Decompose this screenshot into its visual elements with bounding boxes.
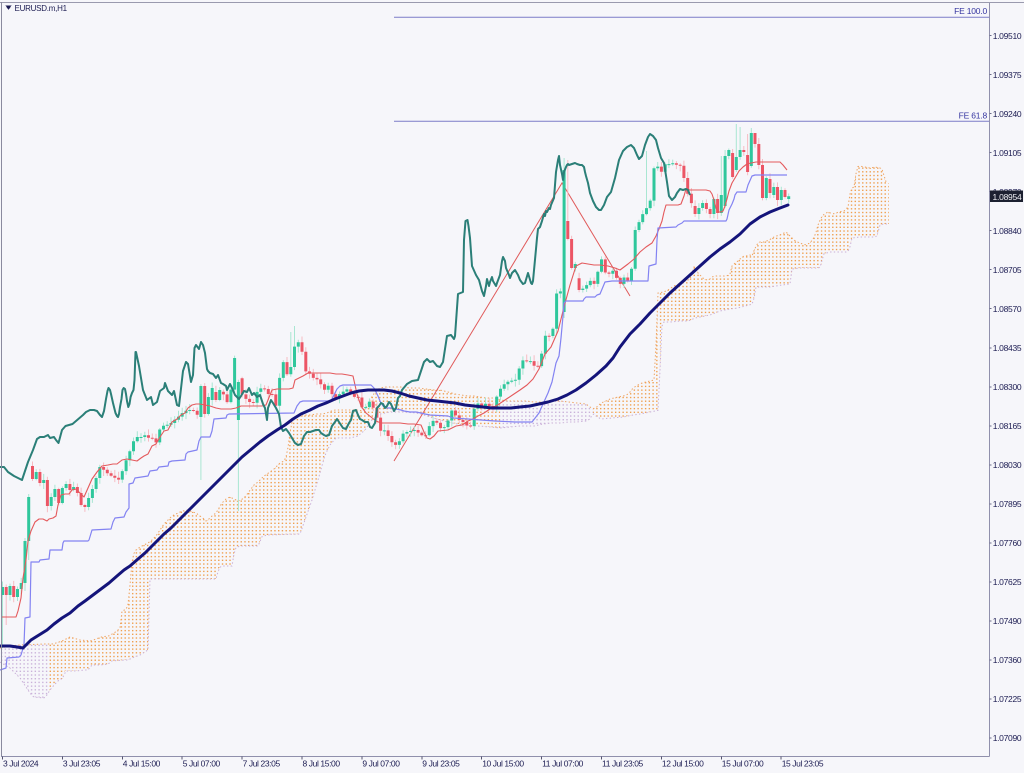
svg-text:1.07090: 1.07090 bbox=[993, 733, 1022, 743]
svg-text:7 Jul 23:05: 7 Jul 23:05 bbox=[243, 759, 281, 769]
svg-text:1.08435: 1.08435 bbox=[993, 343, 1022, 353]
svg-text:1.08030: 1.08030 bbox=[993, 460, 1022, 470]
svg-text:1.07360: 1.07360 bbox=[993, 655, 1022, 665]
svg-text:10 Jul 15:00: 10 Jul 15:00 bbox=[482, 759, 524, 769]
svg-text:5 Jul 07:00: 5 Jul 07:00 bbox=[183, 759, 221, 769]
svg-text:15 Jul 23:05: 15 Jul 23:05 bbox=[782, 759, 824, 769]
svg-text:1.08840: 1.08840 bbox=[993, 226, 1022, 236]
svg-text:FE 100.0: FE 100.0 bbox=[954, 6, 987, 16]
svg-text:1.07225: 1.07225 bbox=[993, 694, 1022, 704]
svg-text:EURUSD.m,H1: EURUSD.m,H1 bbox=[15, 4, 68, 13]
svg-text:1.07625: 1.07625 bbox=[993, 577, 1022, 587]
svg-text:1.08300: 1.08300 bbox=[993, 382, 1022, 392]
svg-text:1.08954: 1.08954 bbox=[993, 192, 1022, 202]
svg-text:1.09375: 1.09375 bbox=[993, 70, 1022, 80]
svg-text:1.07895: 1.07895 bbox=[993, 499, 1022, 509]
svg-text:1.08165: 1.08165 bbox=[993, 421, 1022, 431]
svg-text:4 Jul 15:00: 4 Jul 15:00 bbox=[123, 759, 161, 769]
svg-text:FE 61.8: FE 61.8 bbox=[959, 111, 988, 121]
svg-text:15 Jul 07:00: 15 Jul 07:00 bbox=[722, 759, 764, 769]
svg-text:1.09105: 1.09105 bbox=[993, 148, 1022, 158]
svg-text:9 Jul 07:00: 9 Jul 07:00 bbox=[362, 759, 400, 769]
svg-text:1.09240: 1.09240 bbox=[993, 109, 1022, 119]
svg-text:1.09510: 1.09510 bbox=[993, 31, 1022, 41]
svg-text:1.07760: 1.07760 bbox=[993, 538, 1022, 548]
svg-text:1.08705: 1.08705 bbox=[993, 265, 1022, 275]
svg-text:11 Jul 07:00: 11 Jul 07:00 bbox=[542, 759, 584, 769]
svg-text:3 Jul 2024: 3 Jul 2024 bbox=[3, 759, 39, 769]
svg-text:3 Jul 23:05: 3 Jul 23:05 bbox=[63, 759, 101, 769]
svg-text:12 Jul 15:00: 12 Jul 15:00 bbox=[662, 759, 704, 769]
svg-text:9 Jul 23:05: 9 Jul 23:05 bbox=[422, 759, 460, 769]
svg-text:1.07490: 1.07490 bbox=[993, 616, 1022, 626]
svg-text:8 Jul 15:00: 8 Jul 15:00 bbox=[303, 759, 341, 769]
svg-text:1.08570: 1.08570 bbox=[993, 304, 1022, 314]
svg-text:11 Jul 23:05: 11 Jul 23:05 bbox=[602, 759, 644, 769]
